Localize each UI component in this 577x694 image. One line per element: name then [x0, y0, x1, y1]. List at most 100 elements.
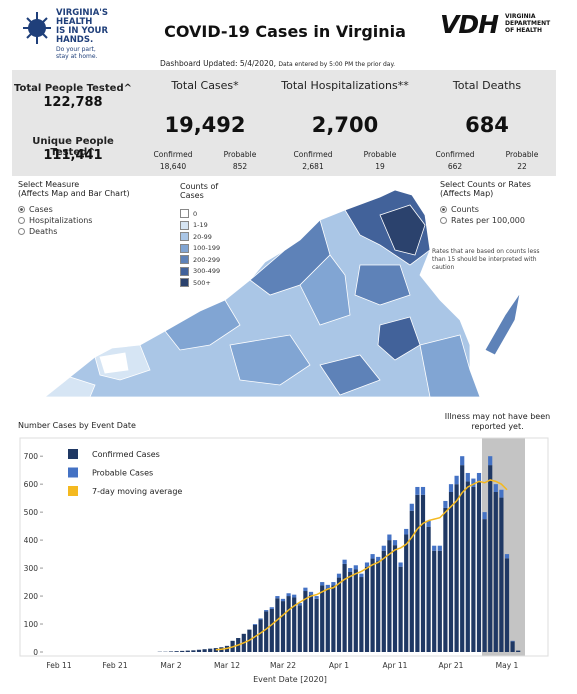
x-tick-label: May 1: [496, 661, 519, 670]
radio-option[interactable]: Hospitalizations: [18, 215, 130, 226]
radio-button[interactable]: [440, 206, 447, 213]
logo-tagline: stay at home.: [56, 53, 98, 60]
bar: [454, 484, 459, 652]
radio-option[interactable]: Cases: [18, 204, 130, 215]
bar: [426, 526, 431, 652]
logo-line: IS IN YOUR: [56, 26, 109, 36]
bar: [331, 582, 336, 586]
legend-label: 0: [193, 209, 198, 218]
bar: [376, 556, 381, 562]
x-tick-label: Mar 22: [270, 661, 296, 670]
bar: [448, 484, 454, 492]
stat-label: Unique People Tested^: [32, 136, 114, 158]
y-tick-label: 700: [24, 452, 39, 461]
radio-button[interactable]: [18, 228, 25, 235]
radio-option[interactable]: Counts: [440, 204, 531, 215]
bar: [342, 563, 347, 652]
sub-value: 852: [232, 162, 248, 171]
legend-label: 1-19: [193, 221, 208, 230]
legend-swatch: [180, 278, 189, 288]
legend-item: 0: [180, 208, 220, 220]
bar: [252, 624, 258, 625]
bar: [258, 618, 263, 620]
card-label: Total Hospitalizations**: [281, 79, 409, 92]
legend-label: 200-299: [193, 255, 221, 264]
legend-swatch: [180, 266, 189, 276]
bar: [510, 641, 515, 652]
bar: [191, 650, 196, 652]
legend-swatch: [180, 255, 189, 265]
bar: [488, 456, 493, 466]
x-tick-label: Feb 11: [46, 661, 71, 670]
bar: [482, 519, 487, 652]
bar: [286, 596, 291, 652]
bar: [504, 558, 510, 652]
bar: [359, 573, 364, 578]
bar: [415, 494, 420, 652]
bar: [258, 619, 263, 652]
county: [354, 264, 411, 306]
bar: [314, 596, 319, 599]
bar: [292, 597, 297, 652]
bar: [420, 494, 426, 652]
page-title: COVID-19 Cases in Virginia: [164, 22, 406, 41]
bar: [493, 491, 498, 652]
legend-label: 500+: [193, 278, 211, 287]
radio-button[interactable]: [18, 217, 25, 224]
bar: [303, 587, 308, 592]
radio-option[interactable]: Rates per 100,000: [440, 215, 531, 226]
bar: [404, 534, 409, 652]
bar: [476, 481, 482, 652]
bar: [308, 594, 314, 652]
bar: [482, 512, 487, 520]
bar: [488, 465, 493, 652]
radio-option[interactable]: Deaths: [18, 226, 130, 237]
bar: [404, 528, 409, 535]
updated-note: Data entered by 5:00 PM the prior day.: [278, 61, 396, 68]
logo-tagline: Do your part,: [56, 46, 96, 53]
map-note: Rates that are based on counts less than…: [432, 248, 540, 271]
y-tick-label: 100: [24, 620, 39, 629]
bar: [381, 550, 386, 652]
bar: [398, 566, 403, 652]
legend-title: Counts of Cases: [180, 182, 219, 200]
y-tick-label: 300: [24, 564, 39, 573]
legend-label: 100-199: [193, 244, 221, 253]
logo-line: VIRGINIA'S: [56, 8, 109, 18]
bar: [381, 545, 386, 551]
chart-title: Number Cases by Event Date: [18, 421, 136, 430]
logo-text: VIRGINIA'S HEALTH IS IN YOUR HANDS. Do y…: [56, 8, 109, 61]
bar: [275, 596, 280, 599]
rate-title: Select Counts or Rates: [440, 180, 531, 189]
virginia-map: [43, 189, 521, 398]
bar: [252, 624, 258, 652]
bar: [325, 584, 330, 589]
measure-options: Cases Hospitalizations Deaths: [18, 204, 130, 237]
sub-value: 19: [375, 162, 385, 171]
bar: [364, 562, 370, 567]
bar: [465, 472, 470, 482]
x-tick-label: Apr 1: [329, 661, 349, 670]
stat-value: 111,441: [43, 148, 103, 163]
bar: [208, 648, 213, 652]
stats-box: [12, 70, 556, 176]
card-label: Total Deaths: [452, 79, 522, 92]
legend-swatch: [68, 467, 78, 478]
county: [419, 334, 481, 398]
bar: [297, 605, 302, 652]
bar: [275, 598, 280, 652]
measure-title: Select Measure: [18, 180, 80, 189]
bar: [196, 649, 202, 652]
radio-button[interactable]: [18, 206, 25, 213]
legend-swatch: [180, 243, 189, 253]
x-tick-label: Mar 12: [214, 661, 240, 670]
county: [299, 254, 351, 326]
radio-button[interactable]: [440, 217, 447, 224]
bar: [499, 497, 504, 652]
bar: [476, 472, 482, 482]
x-tick-label: Mar 2: [160, 661, 182, 670]
bar: [493, 484, 498, 492]
bar: [387, 534, 392, 541]
measure-panel: Select Measure (Affects Map and Bar Char…: [18, 180, 130, 237]
